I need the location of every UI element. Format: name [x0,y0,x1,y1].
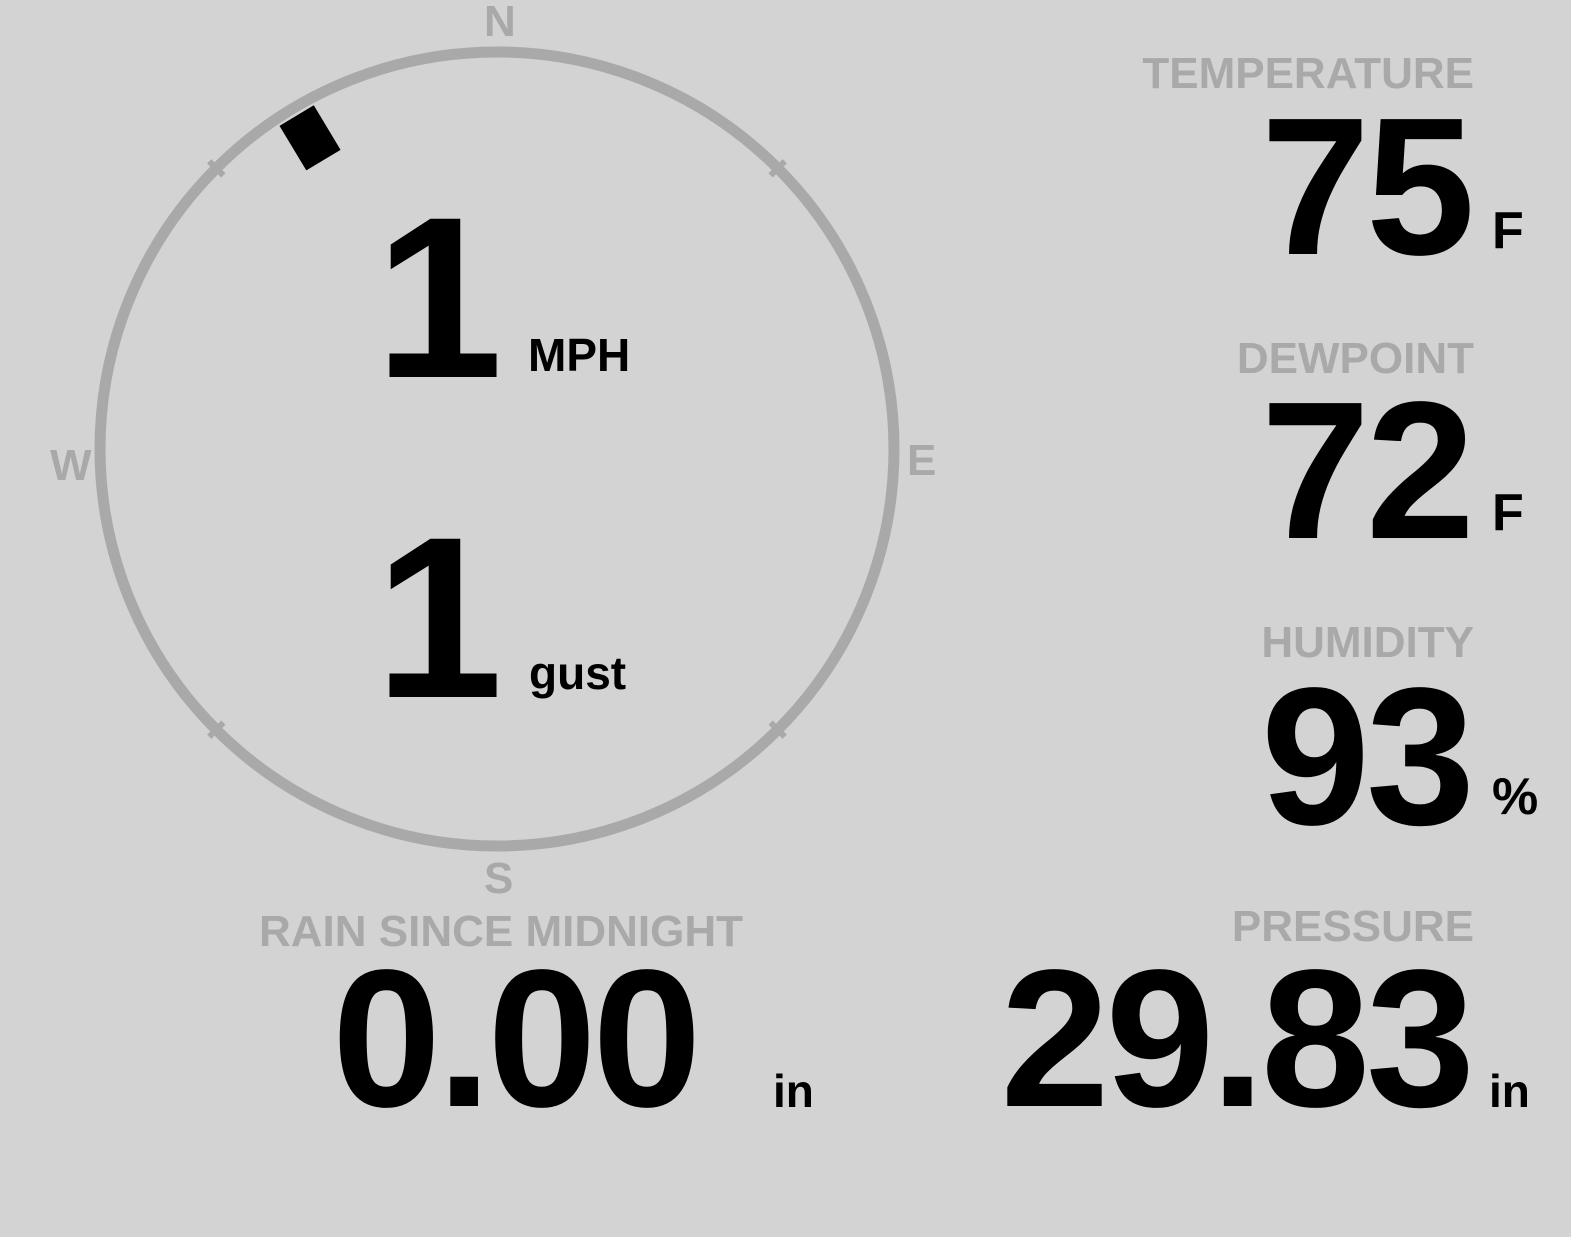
wind-speed-value: 1 [375,169,503,426]
compass-tick [207,159,226,178]
temperature-label: TEMPERATURE [1142,49,1474,98]
temperature-value: 75 [1260,77,1475,296]
compass-north: N [484,0,516,46]
compass-west: W [50,441,92,490]
dewpoint-value: 72 [1260,361,1475,580]
dewpoint-unit: F [1492,484,1524,542]
temperature-unit: F [1492,202,1524,260]
compass-east: E [907,436,937,485]
wind-gust-value: 1 [375,489,503,746]
pressure-unit: in [1489,1065,1530,1117]
pressure-label: PRESSURE [1231,902,1474,951]
humidity-value: 93 [1260,647,1475,866]
compass-ring [94,46,900,852]
compass-tick [768,159,787,178]
wind-direction-marker [279,105,341,171]
wind-speed-unit: MPH [528,329,631,381]
rain-unit: in [773,1065,814,1117]
dewpoint-label: DEWPOINT [1236,334,1474,383]
compass-tick [768,720,787,739]
rain-label: RAIN SINCE MIDNIGHT [259,907,743,956]
compass-tick [207,720,226,739]
pressure-value: 29.83 [1000,929,1475,1148]
compass-south: S [484,854,514,903]
rain-value: 0.00 [332,929,701,1148]
wind-gust-unit: gust [529,647,627,699]
humidity-label: HUMIDITY [1261,618,1474,667]
humidity-unit: % [1492,768,1539,826]
wind-compass [94,46,900,852]
compass-ticks [207,159,787,739]
